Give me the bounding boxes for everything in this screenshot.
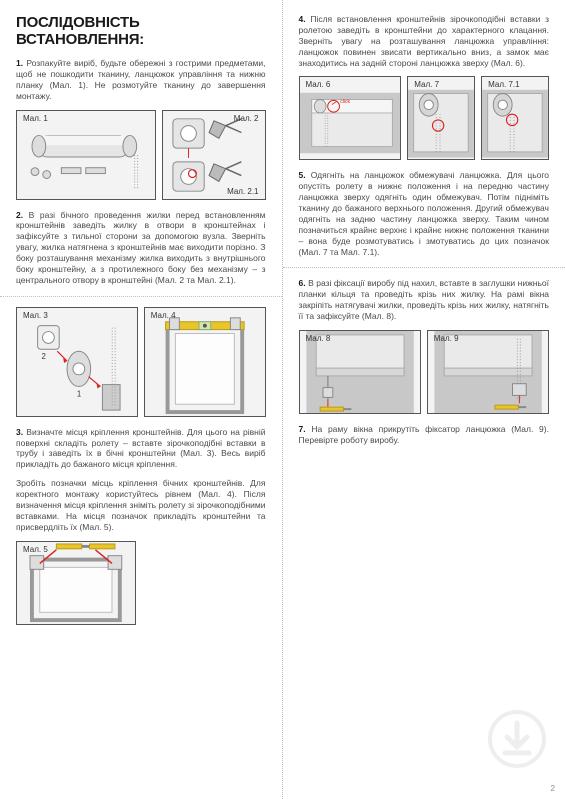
page-title: ПОСЛІДОВНІСТЬ ВСТАНОВЛЕННЯ: [16,14,266,48]
figure-2-21: Мал. 2 Мал. 2.1 [162,110,266,200]
fig-label-1: Мал. 1 [20,114,51,123]
fig-label-21: Мал. 2.1 [224,187,261,196]
divider-right-1 [283,267,565,268]
figure-6: Мал. 6 click [299,76,402,160]
fig-label-8: Мал. 8 [303,334,334,343]
fig-label-5: Мал. 5 [20,545,51,554]
figure-7: Мал. 7 [407,76,475,160]
fig71-svg [482,77,548,159]
page-root: ПОСЛІДОВНІСТЬ ВСТАНОВЛЕННЯ: 1. Розпакуйт… [0,0,565,799]
fig-row-3: Мал. 5 [16,541,266,625]
fig-row-4: Мал. 6 click Мал. 7 [299,76,550,160]
divider-left-1 [0,296,282,297]
fig-row-1: Мал. 1 Мал. 2 Мал. 2.1 [16,110,266,200]
fig-label-6: Мал. 6 [303,80,334,89]
figure-9: Мал. 9 [427,330,549,414]
step-3-text-2: Зробіть позначки місць кріплення бічних … [16,478,266,532]
right-column: 4. Після встановлення кронштейнів зірочк… [283,0,565,799]
step-4-text: 4. Після встановлення кронштейнів зірочк… [299,14,550,68]
figure-3: Мал. 3 2 1 [16,307,138,417]
step-7-text: 7. На раму вікна прикрутіть фіксатор лан… [299,424,550,446]
svg-text:click: click [340,99,350,105]
fig-row-2: Мал. 3 2 1 Мал. 4 [16,307,266,417]
fig-label-71: Мал. 7.1 [485,80,522,89]
fig5-spacer [142,541,266,625]
svg-text:2: 2 [42,352,46,361]
fig2-svg [163,111,265,199]
step-5-text: 5. Одягніть на ланцюжок обмежувачі ланцю… [299,170,550,257]
step-1-text: 1. Розпакуйте виріб, будьте обережні з г… [16,58,266,102]
fig6-svg: click [300,77,401,159]
fig5-svg [17,542,135,624]
page-number: 2 [551,784,555,793]
fig4-svg [145,308,265,416]
figure-1: Мал. 1 [16,110,156,200]
fig7-svg [408,77,474,159]
fig-label-3: Мал. 3 [20,311,51,320]
fig-label-4: Мал. 4 [148,311,179,320]
fig9-svg [428,331,548,413]
figure-5: Мал. 5 [16,541,136,625]
step-6-text: 6. В разі фіксації виробу під нахил, вст… [299,278,550,322]
fig3-svg: 2 1 [17,308,137,416]
figure-71: Мал. 7.1 [481,76,549,160]
step-3-text-1: 3. Визначте місця кріплення кронштейнів.… [16,427,266,471]
fig8-svg [300,331,420,413]
svg-text:1: 1 [77,389,81,398]
fig-label-7: Мал. 7 [411,80,442,89]
figure-4: Мал. 4 [144,307,266,417]
fig-label-9: Мал. 9 [431,334,462,343]
fig1-svg [17,111,155,199]
figure-8: Мал. 8 [299,330,421,414]
fig-row-5: Мал. 8 Мал. 9 [299,330,550,414]
watermark-icon [487,709,547,769]
left-column: ПОСЛІДОВНІСТЬ ВСТАНОВЛЕННЯ: 1. Розпакуйт… [0,0,283,799]
step-2-text: 2. В разі бічного проведення жилки перед… [16,210,266,286]
fig-label-2: Мал. 2 [231,114,262,123]
